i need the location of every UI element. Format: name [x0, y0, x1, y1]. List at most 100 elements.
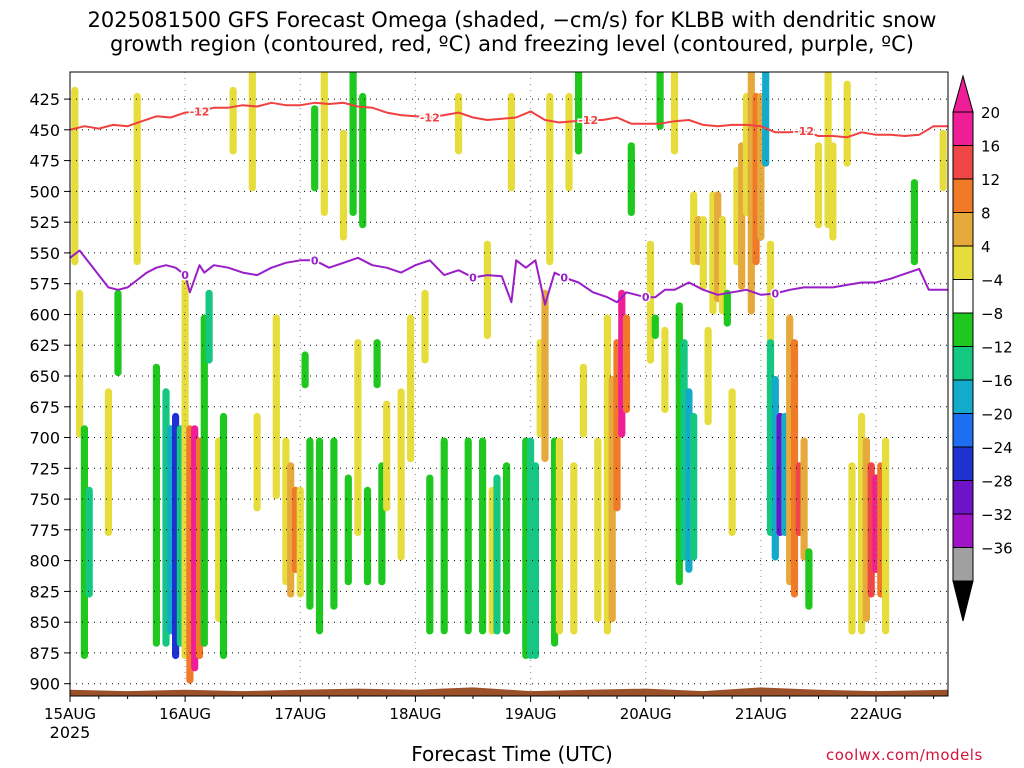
colorbar-swatch [952, 245, 974, 280]
colorbar-label: 4 [981, 238, 991, 256]
x-tick-label: 22AUG [850, 705, 902, 723]
colorbar-label: −36 [981, 540, 1013, 558]
colorbar-swatch [952, 111, 974, 146]
omega-cell [483, 240, 491, 340]
omega-cell [205, 289, 213, 364]
y-tick-label: 675 [29, 398, 60, 417]
year-label: 2025 [50, 723, 91, 742]
omega-cell [330, 437, 338, 610]
omega-cell [555, 437, 563, 635]
omega-cell [503, 462, 511, 635]
omega-cell [315, 437, 324, 635]
colorbar-label: −12 [981, 339, 1013, 357]
omega-cell [728, 388, 736, 536]
omega-cell [699, 216, 707, 290]
colorbar-top-arrow [952, 74, 974, 113]
colorbar-bottom-arrow [952, 580, 974, 622]
omega-cell [85, 486, 93, 598]
omega-cell [939, 129, 947, 192]
omega-cell [661, 326, 669, 413]
omega-cell [594, 437, 602, 623]
terrain-band [70, 687, 948, 696]
terrain-surface [70, 687, 948, 696]
omega-cell [910, 179, 918, 266]
freezing-contour-line [70, 249, 948, 306]
y-tick-label: 875 [29, 644, 60, 663]
omega-cell [301, 351, 309, 389]
omega-cell [805, 548, 813, 610]
omega-cell [133, 92, 141, 266]
y-tick-label: 450 [29, 121, 60, 140]
omega-cell [339, 129, 348, 241]
colorbar-label: −8 [981, 305, 1003, 323]
contour-lines: -12 -12 -12 -12 0 0 0 0 0 0 [70, 101, 948, 306]
y-tick-label: 775 [29, 521, 60, 540]
chart-title: 2025081500 GFS Forecast Omega (shaded, −… [87, 8, 937, 32]
dgz-contour-label: -12 [420, 112, 440, 125]
omega-cell [455, 92, 463, 155]
omega-cell [670, 72, 679, 155]
omega-cell [373, 339, 381, 389]
omega-cell [152, 363, 160, 647]
y-tick-label: 500 [29, 182, 60, 201]
colorbar-label: −20 [981, 406, 1013, 424]
colorbar-swatch [952, 312, 974, 347]
freezing-contour-label: 0 [642, 291, 650, 304]
y-tick-label: 800 [29, 552, 60, 571]
omega-cell [704, 326, 712, 426]
omega-cell [814, 142, 823, 229]
omega-cell [344, 474, 352, 586]
y-axis: 425 450 475 500 525 550 575 600 625 650 675 700 725 7… [29, 90, 70, 694]
omega-cell [359, 92, 367, 229]
omega-cell [219, 412, 228, 660]
omega-cell [575, 72, 583, 155]
grid-lines [69, 72, 948, 696]
omega-cell [397, 388, 405, 561]
y-tick-label: 625 [29, 336, 60, 355]
omega-cell [440, 437, 448, 635]
omega-cell [104, 388, 112, 536]
omega-cell [80, 425, 88, 659]
omega-cell [622, 314, 631, 413]
freezing-contour-label: 0 [560, 272, 568, 285]
omega-cell [114, 289, 122, 376]
dgz-contour-line [70, 101, 948, 139]
x-axis: 15AUG 16AUG 17AUG 18AUG 19AUG 20AUG 21AUG 22AUG [44, 696, 935, 723]
y-tick-label: 650 [29, 367, 60, 386]
y-tick-label: 750 [29, 490, 60, 509]
y-tick-label: 825 [29, 582, 60, 601]
omega-cell [723, 289, 731, 327]
y-tick-label: 700 [29, 429, 60, 448]
colorbar-label: 20 [981, 104, 1000, 122]
y-tick-label: 425 [29, 90, 60, 109]
omega-cell [718, 216, 727, 315]
omega-cell [253, 412, 261, 512]
y-tick-label: 600 [29, 306, 60, 325]
freezing-contour-label: 0 [311, 254, 319, 267]
x-tick-label: 16AUG [159, 705, 211, 723]
omega-cell [296, 486, 304, 598]
omega-cell [651, 314, 659, 340]
chart-subtitle: growth region (contoured, red, ºC) and f… [110, 32, 914, 56]
omega-cell [76, 289, 84, 438]
dgz-contour-label: -12 [794, 125, 814, 138]
colorbar-swatch [952, 547, 974, 582]
y-tick-label: 850 [29, 613, 60, 632]
omega-cell [248, 72, 256, 192]
omega-cell [71, 86, 79, 266]
omega-cell [407, 314, 415, 463]
omega-shading [71, 72, 947, 684]
dgz-contour-label: -12 [190, 105, 210, 118]
y-tick-label: 525 [29, 213, 60, 232]
omega-cell [843, 80, 851, 167]
colorbar-swatch [952, 379, 974, 414]
omega-cell [882, 437, 890, 635]
freezing-contour-label: 0 [181, 269, 189, 282]
colorbar-swatch [952, 145, 974, 180]
omega-cell [426, 474, 434, 635]
y-tick-label: 550 [29, 244, 60, 263]
freezing-contour-label: 0 [469, 272, 477, 285]
omega-cell [311, 105, 319, 192]
omega-cell [200, 314, 208, 647]
